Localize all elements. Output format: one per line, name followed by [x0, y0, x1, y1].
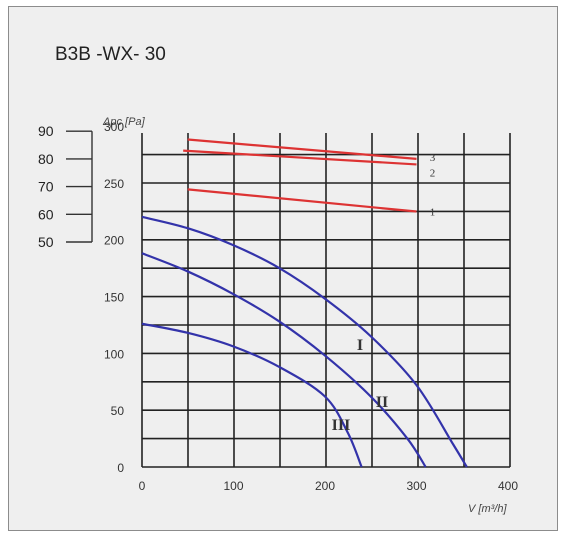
series-label-1: 1: [430, 207, 436, 219]
secondary-axis: 90 80 70 60 50: [38, 123, 93, 250]
y-tick-label: 150: [104, 290, 124, 304]
secondary-tick-label: 60: [38, 206, 54, 222]
series-label-I: I: [357, 337, 363, 354]
y-tick-label: 0: [117, 461, 124, 475]
secondary-tick-label: 50: [38, 234, 54, 250]
x-tick-label: 400: [498, 479, 518, 493]
series-label-II: II: [376, 394, 388, 411]
y-tick-label: 50: [111, 404, 125, 418]
series-label-3: 3: [430, 152, 436, 164]
x-tick-label: 100: [223, 479, 243, 493]
grid: [141, 133, 511, 468]
series-line-I: [141, 215, 468, 468]
secondary-tick-label: 80: [38, 151, 54, 167]
y-tick-label: 300: [104, 120, 124, 134]
chart-title: B3B -WX- 30: [55, 44, 166, 65]
series-lines: [141, 138, 468, 468]
series-line-III: [141, 322, 363, 468]
y-tick-label: 250: [104, 177, 124, 191]
x-axis-label: V [m³/h]: [468, 503, 507, 515]
series-line-II: [141, 252, 427, 468]
x-tick-label: 200: [315, 479, 335, 493]
series-label-III: III: [332, 417, 351, 434]
series-line-3: [187, 138, 417, 160]
series-label-2: 2: [430, 167, 436, 179]
series-line-2: [183, 149, 417, 166]
secondary-tick-label: 70: [38, 179, 54, 195]
y-axis-label: Δpc [Pa]: [102, 116, 146, 128]
secondary-tick-label: 90: [38, 123, 54, 139]
x-tick-label: 300: [406, 479, 426, 493]
x-tick-label: 0: [139, 479, 146, 493]
y-tick-label: 200: [104, 234, 124, 248]
series-line-1: [187, 188, 417, 213]
y-tick-labels: 0 50 100 150 200 250 300: [104, 120, 124, 475]
x-tick-labels: 0 100 200 300 400: [139, 479, 519, 493]
y-tick-label: 100: [104, 347, 124, 361]
